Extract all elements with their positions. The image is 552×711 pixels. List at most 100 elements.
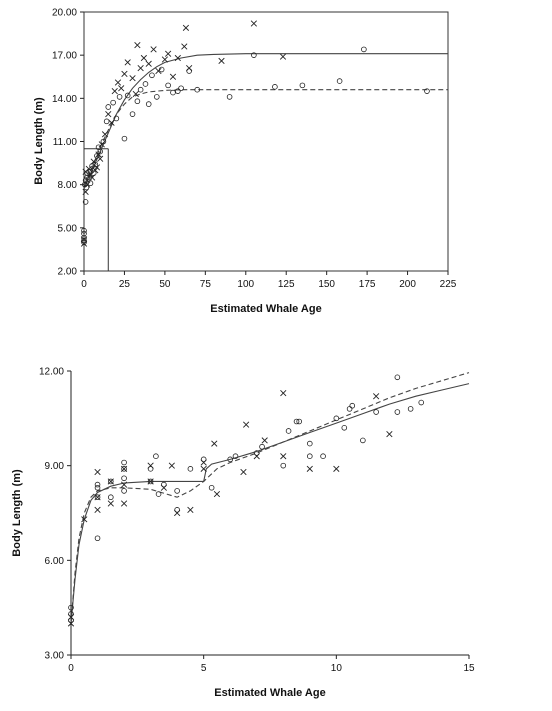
solid-fit-curve bbox=[70, 383, 470, 624]
circle-point bbox=[155, 491, 162, 497]
circle-point bbox=[82, 199, 89, 205]
x-point bbox=[240, 468, 247, 476]
circle-point bbox=[105, 104, 112, 110]
x-point bbox=[67, 620, 75, 627]
solid-fit-curve bbox=[83, 53, 448, 188]
x-point bbox=[120, 481, 128, 488]
circle-point bbox=[94, 494, 101, 501]
x-point bbox=[182, 24, 190, 31]
x-point bbox=[90, 158, 97, 165]
circle-point bbox=[306, 440, 313, 447]
x-tick-label: 15 bbox=[463, 663, 475, 674]
circle-point bbox=[306, 453, 313, 460]
x-point bbox=[147, 478, 154, 485]
chart-age-length-full: 0 25 50 75 100 125 150 175 200 225 2.00 5.00 8.00 11… bbox=[33, 8, 457, 316]
x-point bbox=[333, 465, 340, 472]
circle-point bbox=[121, 135, 128, 142]
x-point bbox=[174, 509, 181, 517]
circle-point bbox=[174, 488, 180, 494]
x-point bbox=[82, 188, 89, 195]
x-tick-label: 175 bbox=[359, 279, 376, 290]
circle-point bbox=[346, 406, 353, 412]
y-tick-label: 20.00 bbox=[52, 8, 77, 19]
x-point bbox=[253, 453, 260, 460]
x-point bbox=[80, 236, 88, 243]
x-point bbox=[280, 389, 287, 397]
y-axis-title: Body Length (m) bbox=[11, 469, 23, 557]
circle-point bbox=[407, 406, 414, 412]
x-point bbox=[92, 167, 99, 174]
x-point bbox=[88, 174, 96, 181]
x-point bbox=[114, 79, 122, 86]
circle-point bbox=[333, 415, 340, 422]
x-point bbox=[150, 46, 157, 53]
x-point bbox=[108, 119, 115, 126]
x-axis-title: Estimated Whale Age bbox=[210, 303, 321, 315]
circle-point bbox=[121, 459, 127, 466]
circle-point bbox=[360, 437, 366, 444]
x-point bbox=[211, 440, 218, 447]
x-tick-label: 150 bbox=[318, 279, 335, 290]
x-point bbox=[94, 494, 101, 501]
circle-point bbox=[165, 82, 171, 89]
circle-point bbox=[68, 617, 74, 624]
x-point bbox=[155, 67, 162, 75]
circle-point bbox=[124, 92, 131, 99]
circle-point bbox=[108, 494, 114, 501]
circle-point bbox=[226, 94, 233, 100]
x-point bbox=[386, 430, 393, 438]
x-point bbox=[145, 60, 152, 67]
circle-point bbox=[280, 462, 287, 469]
x-point bbox=[137, 64, 144, 72]
x-point bbox=[181, 43, 188, 50]
circle-point bbox=[145, 101, 152, 107]
x-point bbox=[120, 465, 128, 472]
circle-point bbox=[154, 94, 160, 100]
reference-lines bbox=[84, 148, 109, 271]
x-point bbox=[118, 85, 125, 92]
x-point bbox=[147, 462, 154, 469]
y-tick-label: 6.00 bbox=[45, 556, 65, 567]
x-point bbox=[250, 20, 257, 27]
circle-point bbox=[299, 82, 306, 89]
x-point bbox=[174, 54, 181, 62]
circle-point bbox=[147, 466, 154, 472]
x-point bbox=[160, 484, 167, 491]
circle-point bbox=[175, 88, 181, 94]
x-axis-title: Estimated Whale Age bbox=[214, 687, 325, 699]
circle-point bbox=[336, 78, 343, 84]
circle-point bbox=[373, 409, 379, 415]
circle-point bbox=[200, 456, 207, 463]
y-tick-label: 12.00 bbox=[39, 367, 64, 378]
x-point bbox=[94, 506, 101, 513]
x-point bbox=[93, 164, 101, 171]
x-point bbox=[243, 421, 250, 428]
x-tick-label: 100 bbox=[237, 279, 254, 290]
x-point bbox=[213, 490, 221, 498]
circle-point bbox=[121, 488, 127, 494]
circle-point bbox=[394, 409, 401, 415]
x-point bbox=[132, 90, 139, 98]
circle-point bbox=[341, 424, 348, 431]
circle-point bbox=[108, 478, 114, 485]
x-point bbox=[186, 64, 193, 72]
circle-point bbox=[129, 111, 136, 117]
x-tick-label: 0 bbox=[81, 279, 87, 290]
circle-point bbox=[161, 481, 167, 488]
chart-age-length-young: 0 5 10 15 3.00 6.00 9.00 12.00 Estimated Whale… bbox=[11, 367, 475, 700]
fitted-curves bbox=[83, 53, 448, 188]
circle-point bbox=[142, 81, 149, 87]
x-point bbox=[279, 53, 287, 60]
x-tick-label: 200 bbox=[399, 279, 416, 290]
x-point bbox=[218, 57, 225, 65]
x-tick-label: 25 bbox=[119, 279, 131, 290]
x-point bbox=[261, 437, 268, 444]
circle-point bbox=[147, 478, 154, 485]
x-point bbox=[161, 56, 169, 63]
x-tick-label: 5 bbox=[201, 663, 207, 674]
circle-point bbox=[137, 86, 144, 93]
x-point bbox=[140, 54, 147, 62]
x-point bbox=[124, 59, 131, 66]
x-point bbox=[95, 151, 102, 158]
x-point bbox=[169, 73, 177, 80]
